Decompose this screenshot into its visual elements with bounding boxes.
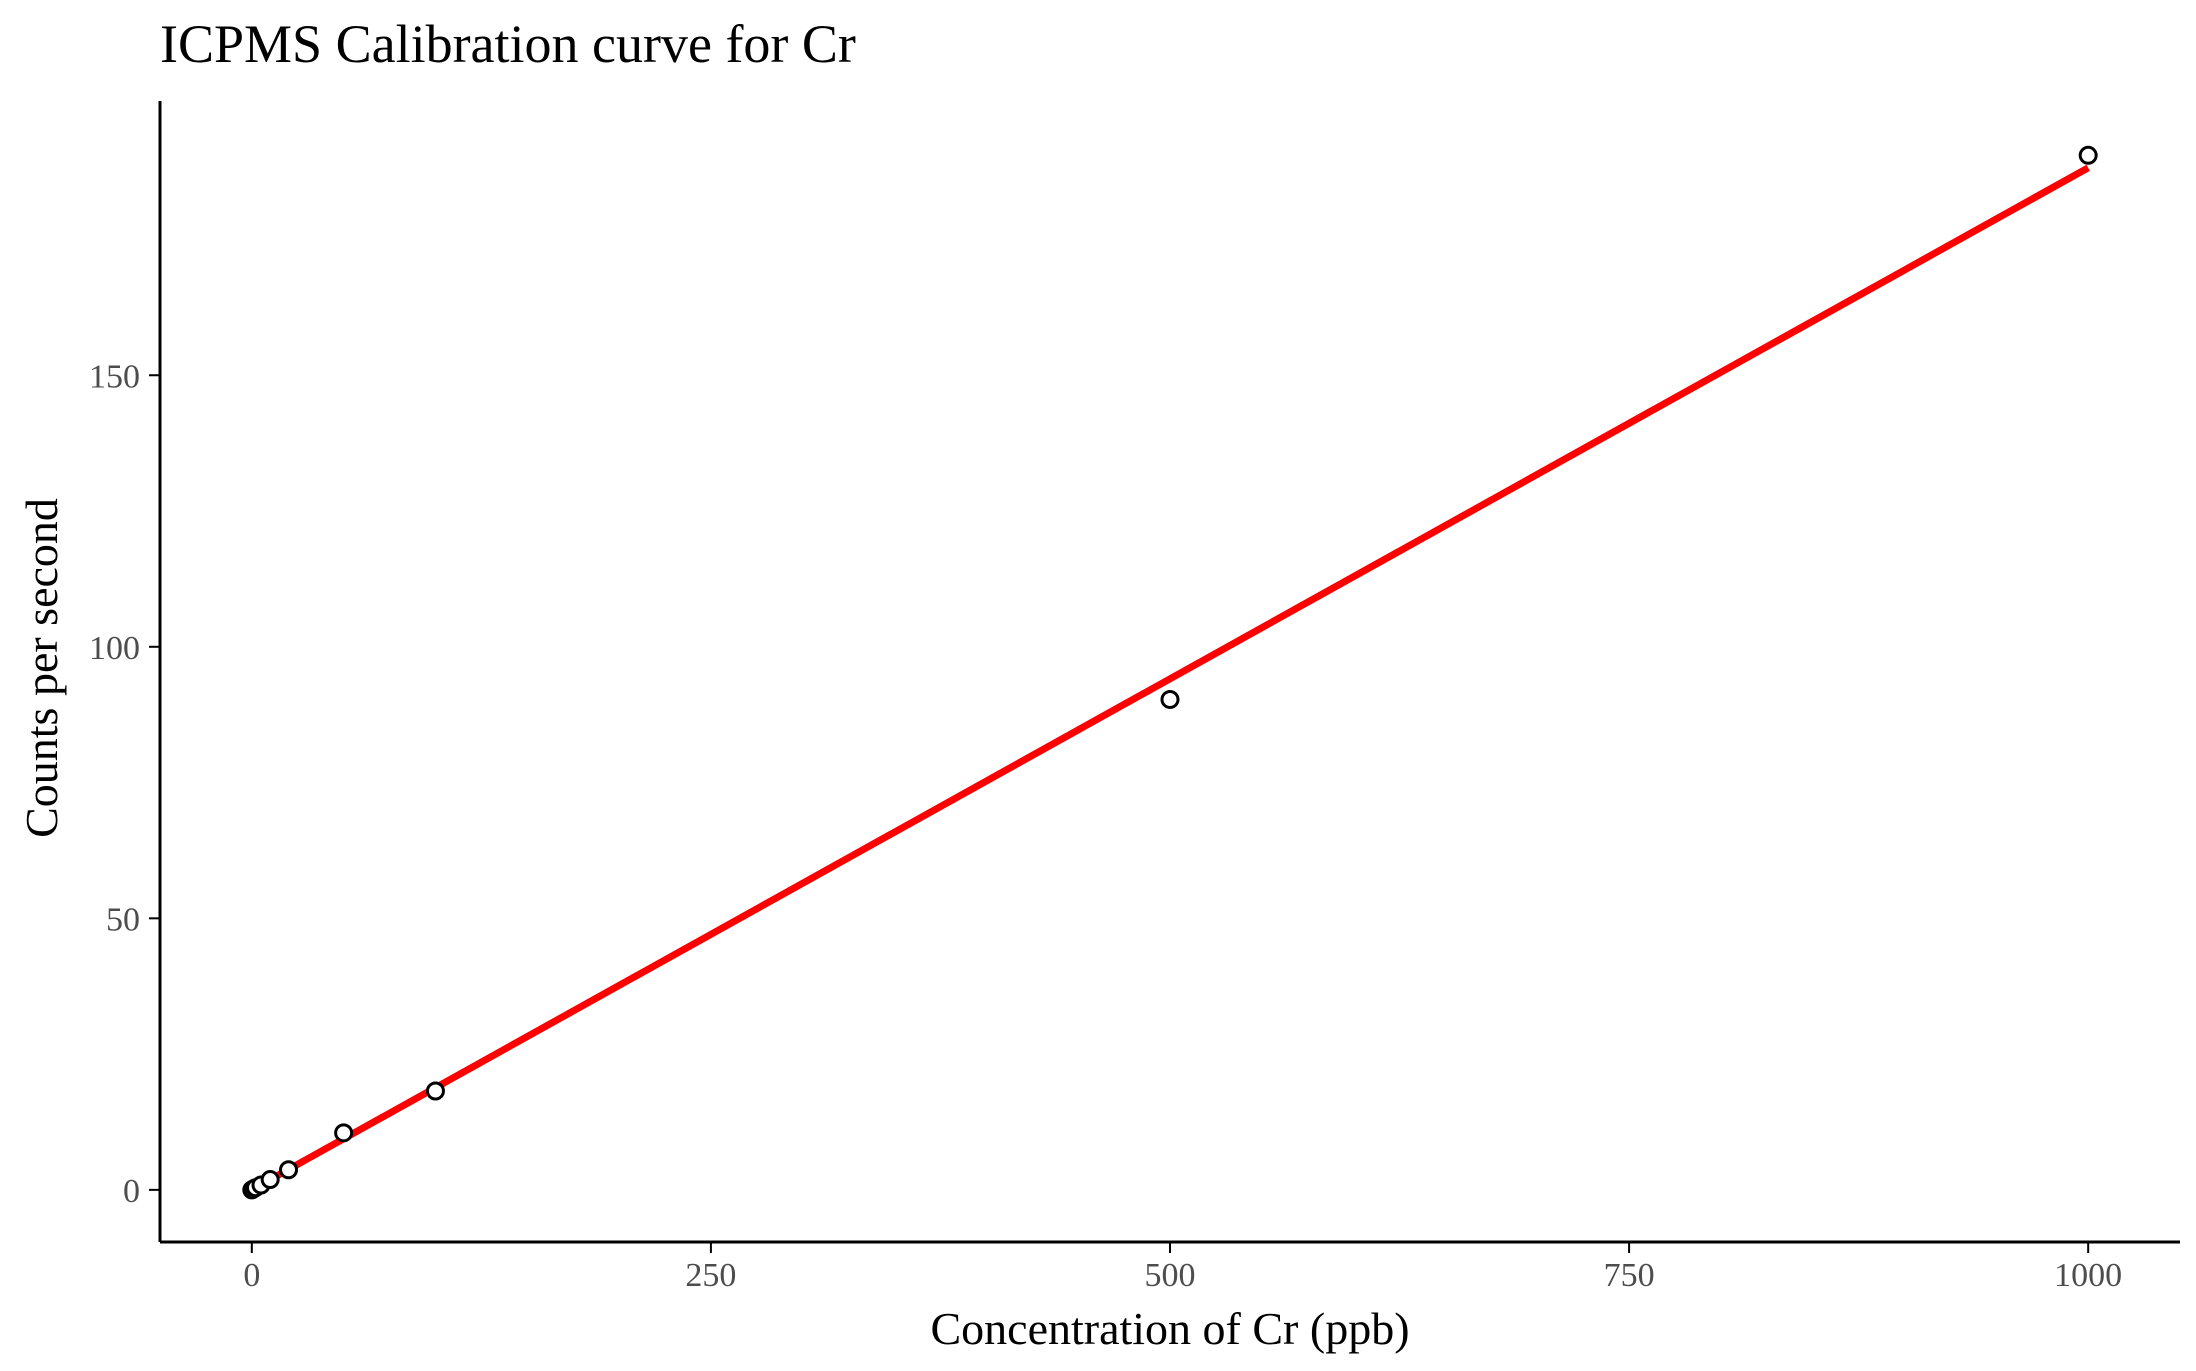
x-tick-label: 750 [1604,1257,1655,1294]
x-tick-label: 0 [243,1257,260,1294]
data-point [334,1123,354,1143]
data-points-layer [242,145,2098,1200]
y-tick-label: 50 [106,901,140,938]
y-tick-label: 150 [89,358,140,395]
data-point [279,1160,299,1180]
x-tick-label: 250 [685,1257,736,1294]
y-axis-ticks: 0 50 100 150 [89,358,160,1210]
data-point [2078,145,2098,165]
x-tick-label: 1000 [2054,1257,2122,1294]
data-point [260,1170,280,1190]
fit-line-layer [250,164,2090,1193]
x-tick-label: 500 [1145,1257,1196,1294]
x-axis-ticks: 0 250 500 750 1000 [243,1242,2122,1294]
data-point [1160,689,1180,709]
data-point [425,1081,445,1101]
x-axis-label: Concentration of Cr (ppb) [930,1303,1409,1354]
y-tick-label: 100 [89,630,140,667]
chart-title: ICPMS Calibration curve for Cr [160,14,856,74]
y-tick-label: 0 [123,1173,140,1210]
y-axis-label: Counts per second [16,498,67,838]
fit-line [250,164,2090,1193]
